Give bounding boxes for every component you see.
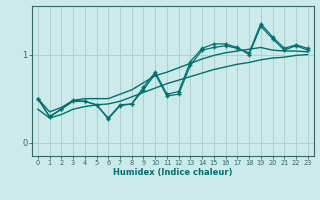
X-axis label: Humidex (Indice chaleur): Humidex (Indice chaleur) xyxy=(113,168,233,177)
